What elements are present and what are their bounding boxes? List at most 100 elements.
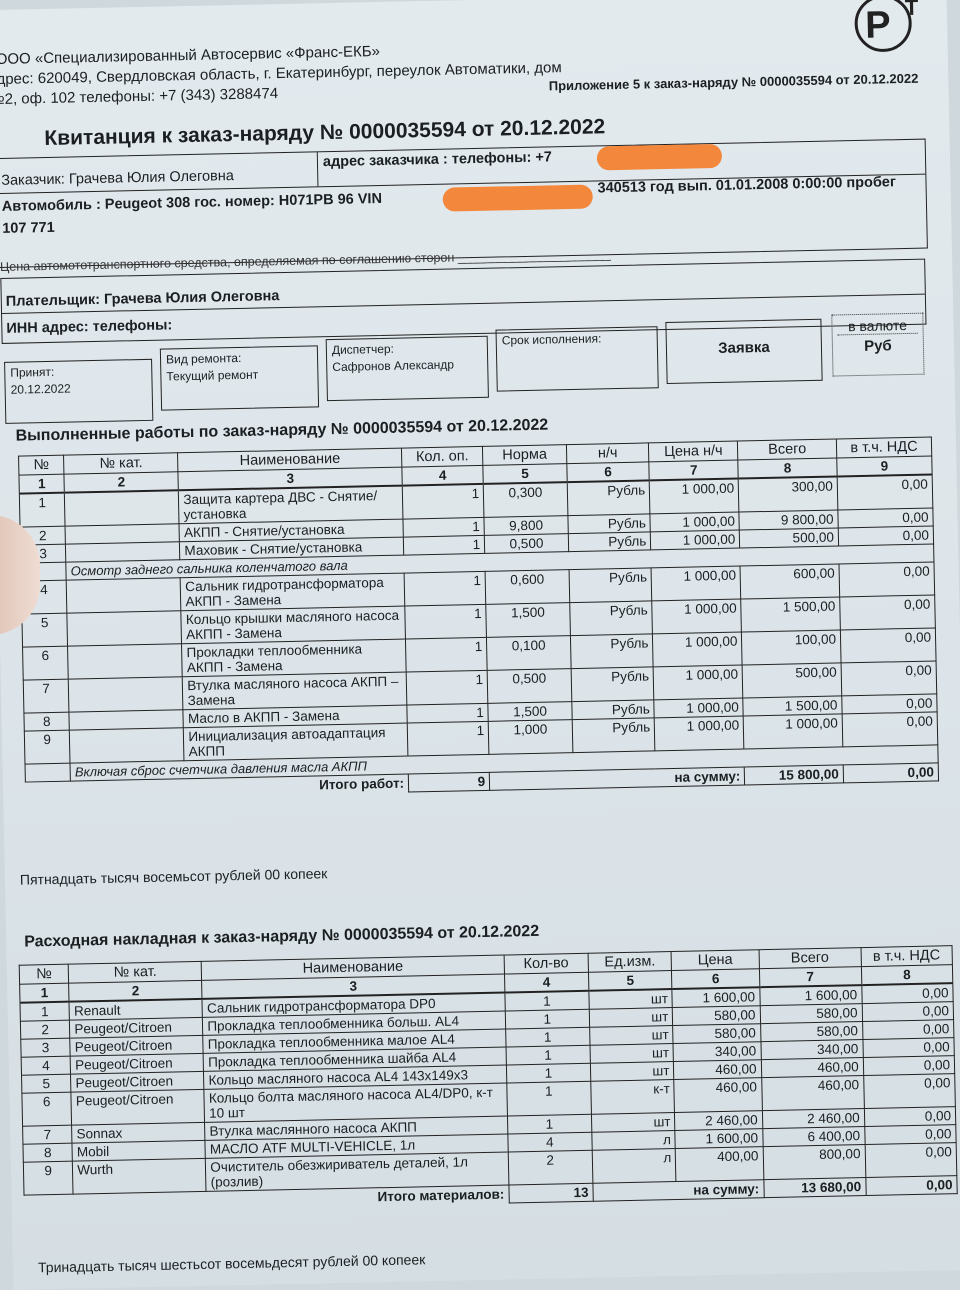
unit: шт (589, 1025, 674, 1046)
quantity: 1 (506, 1063, 591, 1084)
index-cell: 6 (566, 461, 650, 483)
mileage: 107 771 (2, 219, 55, 237)
unit: шт (588, 989, 673, 1010)
hour-price: 1 000,00 (650, 512, 740, 532)
sum: 15 800,00 (744, 764, 844, 785)
vat: 0,00 (864, 1142, 957, 1178)
vat: 0,00 (840, 627, 937, 663)
catalog-number (64, 490, 180, 527)
deadline-box: Срок исполнения: (495, 326, 659, 392)
row-number: 9 (24, 730, 71, 765)
dispatcher-box: Диспетчер: Сафронов Александр (325, 335, 489, 402)
materials-table: № № кат. Наименование Кол-во Ед.изм. Цена Всег… (19, 945, 958, 1214)
op-count: 1 (407, 721, 490, 757)
catalog-number (67, 610, 182, 647)
quantity: 1 (505, 1045, 591, 1066)
customer-box: Заказчик: Грачева Юлия Олеговна адрес за… (0, 138, 928, 269)
norm: 0,600 (485, 569, 570, 605)
appendix-note: Приложение 5 к заказ-наряду № 0000035594… (548, 70, 919, 94)
row-number: 6 (21, 1092, 72, 1127)
accepted-date: 20.12.2022 (10, 381, 71, 397)
total: 1 600,00 (759, 985, 862, 1006)
header-col-price: Цена (671, 949, 760, 971)
row-number: 9 (23, 1161, 74, 1196)
vat: 0,00 (863, 1073, 956, 1109)
price: 460,00 (674, 1077, 762, 1113)
sum: 13 680,00 (763, 1177, 866, 1198)
hour-price: 1 000,00 (650, 530, 740, 550)
hour-price: 1 000,00 (652, 599, 742, 634)
quantity: 1 (505, 1027, 590, 1048)
price: 580,00 (672, 1005, 761, 1026)
payer-details: ИНН адрес: телефоны: (6, 317, 173, 337)
norm: 0,500 (484, 533, 569, 554)
vat: 0,00 (861, 983, 954, 1004)
total: 600,00 (740, 563, 840, 600)
total: 9 800,00 (739, 509, 839, 531)
catalog-brand: Peugeot/Citroen (71, 1089, 205, 1126)
catalog-brand: Wurth (72, 1158, 207, 1195)
hour-unit: Рубль (570, 666, 655, 702)
header-col-op-count: Кол. оп. (401, 446, 484, 468)
price: 580,00 (673, 1023, 761, 1044)
unit: л (591, 1130, 676, 1151)
row-number: 6 (22, 646, 69, 681)
hour-unit: Рубль (566, 480, 651, 516)
total: 340,00 (760, 1039, 863, 1060)
total: 460,00 (760, 1057, 864, 1078)
organization-header: ООО «Специализированный Автосервис «Фран… (0, 38, 562, 110)
op-count: 1 (402, 483, 485, 520)
vat: 0,00 (861, 1001, 954, 1022)
header-col-vat: в т.ч. НДС (836, 437, 932, 458)
hour-unit: Рубль (570, 633, 654, 669)
works-total-in-words: Пятнадцать тысяч восемьсот рублей 00 коп… (19, 865, 328, 888)
price: 460,00 (673, 1059, 762, 1080)
row-number: 8 (23, 712, 70, 732)
index-cell: 5 (483, 463, 567, 484)
dispatcher-value: Сафронов Александр (332, 357, 455, 375)
materials-title: Расходная накладная к заказ-наряду № 000… (24, 922, 540, 951)
header-col-hour-unit: н/ч (566, 442, 650, 464)
op-count: 1 (404, 571, 486, 607)
total: 580,00 (760, 1021, 863, 1042)
sum-label: на сумму: (674, 768, 741, 785)
hour-price: 1 000,00 (654, 715, 745, 751)
unit: шт (591, 1112, 676, 1133)
row-number: 2 (20, 1020, 71, 1040)
header-col-vat: в т.ч. НДС (860, 945, 953, 967)
total: 1 500,00 (741, 596, 841, 633)
row-number: 7 (23, 679, 70, 714)
hour-unit: Рубль (571, 699, 655, 720)
index-cell: 4 (401, 465, 484, 486)
catalog-number (65, 523, 180, 545)
total: 460,00 (761, 1075, 865, 1111)
index-cell: 2 (64, 471, 179, 493)
customer-name: Заказчик: Грачева Юлия Олеговна (1, 168, 235, 189)
header-col-number: № (19, 964, 69, 985)
header-col-total: Всего (758, 947, 862, 969)
vat: 0,00 (862, 1037, 955, 1058)
hour-unit: Рубль (568, 567, 653, 603)
quantity: 1 (506, 1081, 592, 1117)
request-label: Заявка (717, 338, 770, 357)
hour-unit: Рубль (567, 513, 651, 534)
catalog-number (65, 541, 181, 563)
total-label: Итого материалов: (377, 1186, 505, 1205)
deadline-value (502, 347, 652, 350)
index-cell: 1 (18, 474, 65, 494)
vat: 0,00 (842, 711, 938, 747)
sum-label-cell: на сумму: (592, 1179, 764, 1202)
index-cell: 9 (836, 455, 933, 477)
repair-type-label: Вид ремонта: (165, 350, 242, 367)
vat: 0,00 (838, 525, 934, 546)
vat: 0,00 (838, 561, 935, 597)
norm: 1,500 (485, 602, 571, 638)
currency-box: в валюте Руб (831, 312, 925, 377)
redaction-mark (596, 143, 723, 171)
total: 6 400,00 (762, 1126, 865, 1147)
repair-type-box: Вид ремонта: Текущий ремонт (159, 345, 320, 411)
vin-year-mileage: 340513 год вып. 01.01.2008 0:00:00 пробе… (597, 174, 897, 197)
row-number: 5 (21, 1074, 72, 1094)
quantity: 1 (504, 990, 590, 1012)
norm: 1,500 (488, 701, 572, 722)
